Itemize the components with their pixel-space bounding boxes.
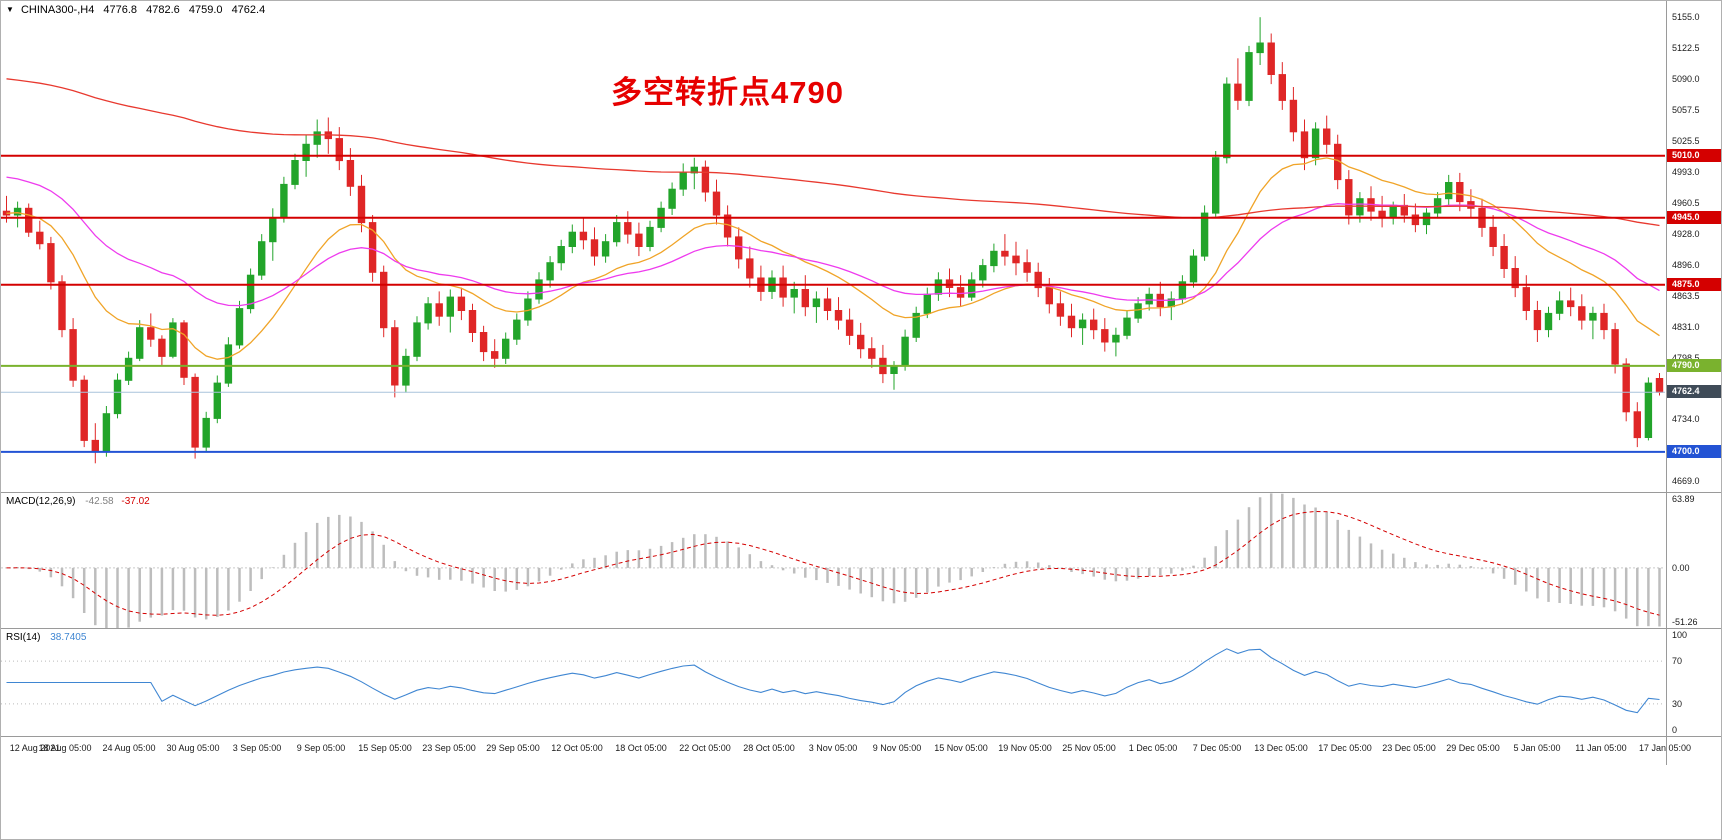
axis-tick-label: 5155.0 (1672, 12, 1700, 22)
time-axis-label: 18 Oct 05:00 (615, 743, 667, 753)
time-axis-label: 28 Oct 05:00 (743, 743, 795, 753)
time-axis-label: 9 Sep 05:00 (296, 743, 346, 753)
time-axis-label: 5 Jan 05:00 (1513, 743, 1561, 753)
time-axis-label: 3 Sep 05:00 (232, 743, 282, 753)
panel-separator[interactable] (1, 628, 1721, 629)
price-badge-4790.0[interactable]: 4790.0 (1667, 359, 1721, 372)
time-axis-label: 24 Aug 05:00 (102, 743, 156, 753)
macd-signal-line (6, 510, 1660, 616)
collapse-chart-icon[interactable]: ▼ (6, 5, 14, 14)
axis-tick-label: 5025.5 (1672, 136, 1700, 146)
macd-signal-value: -37.02 (121, 496, 150, 507)
time-axis-label: 29 Dec 05:00 (1446, 743, 1500, 753)
main-chart-canvas[interactable] (1, 1, 1666, 492)
axis-tick-label: 4993.0 (1672, 167, 1700, 177)
macd-main-value: -42.58 (85, 496, 114, 507)
time-axis-label: 13 Dec 05:00 (1254, 743, 1308, 753)
time-axis-label: 25 Nov 05:00 (1062, 743, 1116, 753)
price-axis[interactable]: 5155.0 5122.5 5090.0 5057.5 5025.5 4993.0 4960… (1667, 1, 1721, 492)
open-value: 4776.8 (103, 4, 138, 16)
axis-tick-label: 4734.0 (1672, 414, 1700, 424)
high-value: 4782.6 (146, 4, 180, 16)
axis-tick-label: 63.89 (1672, 494, 1695, 504)
axis-tick-label: 4669.0 (1672, 476, 1700, 486)
time-axis-label: 29 Sep 05:00 (486, 743, 540, 753)
axis-tick-label: 4960.5 (1672, 198, 1700, 208)
price-badge-4700.0[interactable]: 4700.0 (1667, 445, 1721, 458)
axis-separator (1666, 1, 1667, 765)
axis-tick-label: 4928.0 (1672, 229, 1700, 239)
price-badge-4945.0[interactable]: 4945.0 (1667, 211, 1721, 224)
axis-tick-label: 0.00 (1672, 563, 1690, 573)
time-axis-label: 3 Nov 05:00 (808, 743, 858, 753)
symbol-name: CHINA300-,H4 (20, 4, 95, 16)
time-axis-label: 1 Dec 05:00 (1128, 743, 1178, 753)
time-axis-label: 30 Aug 05:00 (166, 743, 220, 753)
macd-axis[interactable]: 63.89 0.00 -51.26 (1667, 493, 1721, 628)
low-value: 4759.0 (188, 4, 223, 16)
axis-tick-label: 0 (1672, 725, 1678, 735)
time-axis-label: 12 Aug 2021 (9, 743, 61, 753)
time-axis-label: 15 Nov 05:00 (934, 743, 988, 753)
ma-mid-magenta (6, 176, 1660, 307)
price-badge-4875.0[interactable]: 4875.0 (1667, 278, 1721, 291)
rsi-canvas[interactable] (1, 629, 1666, 736)
macd-histogram (16, 493, 1661, 628)
axis-tick-label: 5090.0 (1672, 74, 1700, 84)
time-axis-label: 15 Sep 05:00 (358, 743, 412, 753)
rsi-name: RSI(14) (6, 632, 41, 643)
rsi-axis[interactable]: 100 70 30 0 (1667, 629, 1721, 736)
rsi-value: 38.7405 (50, 632, 87, 643)
axis-tick-label: 70 (1672, 656, 1683, 666)
time-axis-label: 9 Nov 05:00 (872, 743, 922, 753)
symbol-header: ▼ CHINA300-,H4 4776.8 4782.6 4759.0 4762… (6, 4, 265, 16)
axis-tick-label: 4831.0 (1672, 322, 1700, 332)
axis-tick-label: 5057.5 (1672, 105, 1700, 115)
axis-tick-label: 30 (1672, 699, 1683, 709)
time-axis-label: 7 Dec 05:00 (1192, 743, 1242, 753)
time-axis-label: 19 Nov 05:00 (998, 743, 1052, 753)
axis-tick-label: 4863.5 (1672, 291, 1700, 301)
time-axis-label: 23 Dec 05:00 (1382, 743, 1436, 753)
time-axis-label: 23 Sep 05:00 (422, 743, 476, 753)
time-axis-label: 17 Jan 05:00 (1638, 743, 1692, 753)
axis-tick-label: -51.26 (1672, 617, 1698, 627)
rsi-label: RSI(14) 38.7405 (6, 632, 86, 643)
price-badge-5010.0[interactable]: 5010.0 (1667, 149, 1721, 162)
panel-separator[interactable] (1, 492, 1721, 493)
ma-fast-orange (6, 157, 1660, 360)
macd-name: MACD(12,26,9) (6, 496, 76, 507)
candles-layer (2, 17, 1664, 464)
rsi-line (6, 648, 1660, 714)
time-axis-label: 17 Dec 05:00 (1318, 743, 1372, 753)
macd-canvas[interactable] (1, 493, 1666, 628)
axis-tick-label: 100 (1672, 630, 1688, 640)
macd-panel[interactable]: MACD(12,26,9) -42.58 -37.02 (1, 493, 1666, 628)
current-price-badge: 4762.4 (1667, 385, 1721, 398)
time-axis-label: 11 Jan 05:00 (1575, 743, 1627, 753)
time-axis-label: 18 Aug 05:00 (38, 743, 92, 753)
rsi-panel[interactable]: RSI(14) 38.7405 (1, 629, 1666, 736)
main-chart-panel[interactable]: ▼ CHINA300-,H4 4776.8 4782.6 4759.0 4762… (1, 1, 1666, 492)
panel-separator[interactable] (1, 736, 1721, 737)
chart-annotation-text[interactable]: 多空转折点4790 (611, 75, 844, 110)
axis-tick-label: 5122.5 (1672, 43, 1700, 53)
axis-tick-label: 4896.0 (1672, 260, 1700, 270)
ma-lines-layer (6, 78, 1660, 360)
ma-slow-red (6, 78, 1660, 227)
axis-tick-label: 4798.5 (1672, 353, 1700, 363)
close-value: 4762.4 (231, 4, 266, 16)
time-axis-label: 22 Oct 05:00 (679, 743, 731, 753)
macd-label: MACD(12,26,9) -42.58 -37.02 (6, 496, 150, 507)
time-axis[interactable]: 12 Aug 2021 18 Aug 05:00 24 Aug 05:00 30 Au… (1, 737, 1721, 765)
time-axis-label: 12 Oct 05:00 (551, 743, 603, 753)
